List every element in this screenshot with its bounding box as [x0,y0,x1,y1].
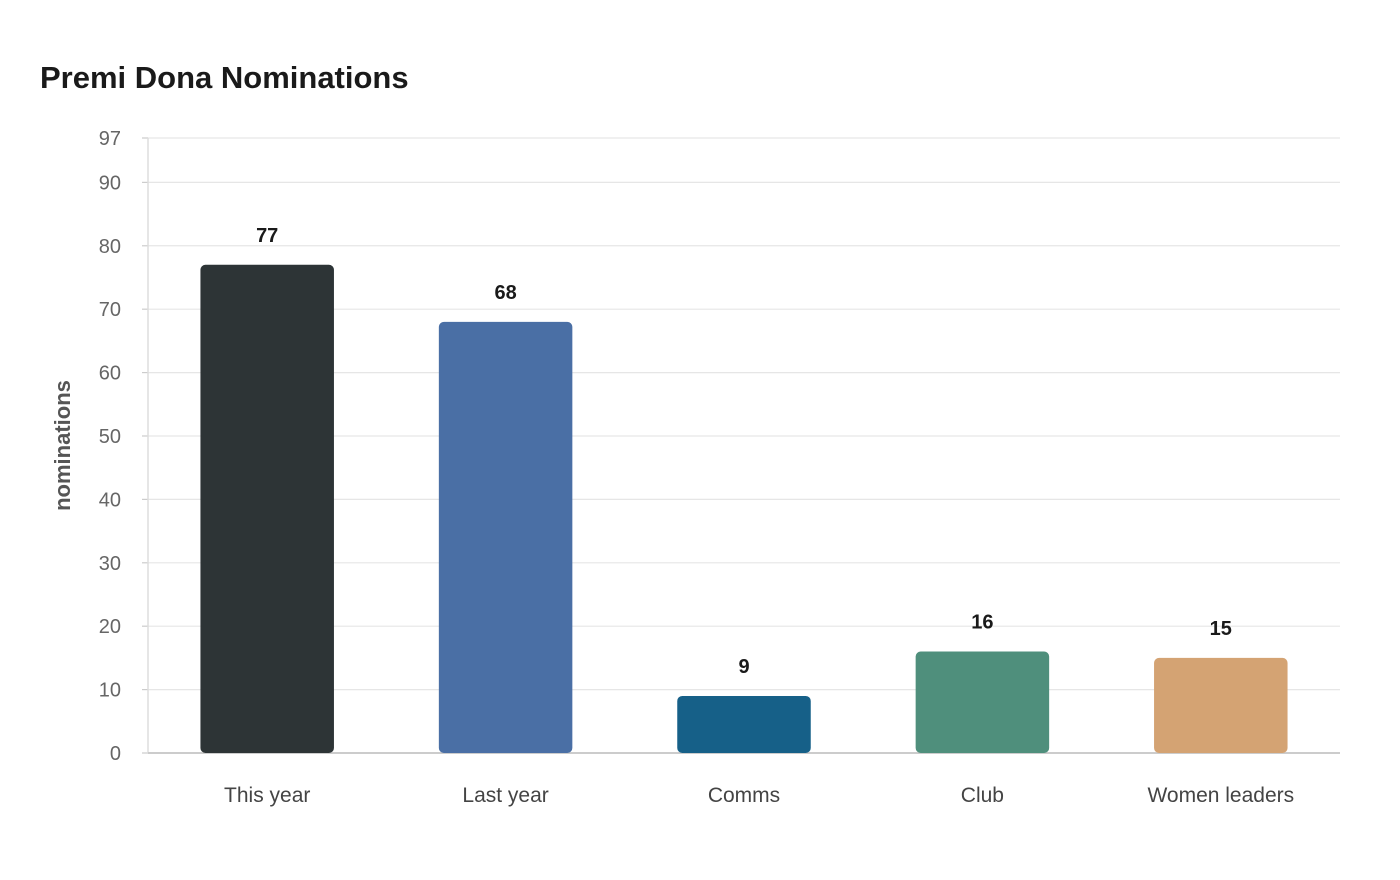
bar [677,695,811,753]
data-label: 77 [256,225,278,247]
y-tick-label: 90 [99,172,121,194]
y-tick-label: 70 [99,299,121,321]
x-axis-categories: This year Last year Comms Club Women leaders [224,784,1294,807]
y-tick-label: 40 [99,489,121,511]
y-tick-label: 97 [99,128,121,150]
x-category-label: Last year [462,784,548,807]
data-labels: 77 68 9 16 15 [256,225,1232,678]
y-tick-label: 80 [99,236,121,258]
y-tick-label: 30 [99,553,121,575]
data-label: 16 [971,612,993,634]
y-tick-label: 0 [110,743,121,765]
data-label: 15 [1210,618,1232,640]
y-tick-label: 20 [99,616,121,638]
x-category-label: Women leaders [1147,784,1294,807]
data-label: 9 [738,656,749,678]
chart-title: Premi Dona Nominations [40,60,409,95]
y-axis-ticks: 0 10 20 30 40 50 60 70 80 90 97 [99,128,148,765]
bar [1154,657,1288,753]
y-tick-label: 60 [99,363,121,385]
x-category-label: This year [224,784,310,807]
bar [438,321,573,753]
y-axis-title: nominations [50,380,75,511]
y-tick-label: 50 [99,426,121,448]
data-label: 68 [494,282,516,304]
x-category-label: Club [961,784,1004,807]
x-category-label: Comms [708,784,780,807]
gridlines [148,137,1340,691]
bar [200,264,334,753]
bars [200,264,1288,753]
y-tick-label: 10 [99,680,121,702]
bar [915,651,1050,753]
